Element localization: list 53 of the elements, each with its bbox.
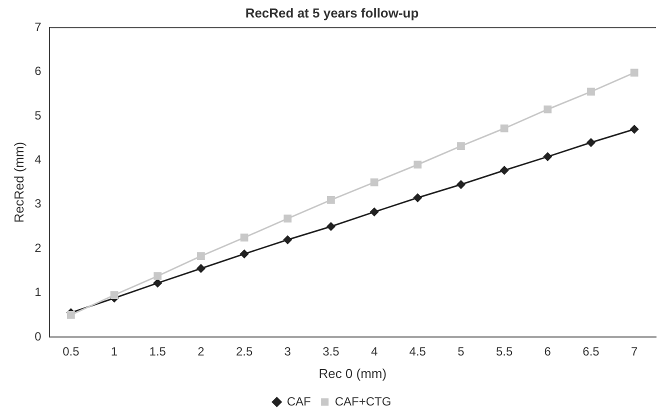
y-tick-label: 1 [34, 285, 42, 300]
point [457, 142, 465, 150]
point [543, 152, 552, 161]
point [283, 236, 292, 244]
x-tick-label: 0.5 [62, 344, 80, 359]
point [196, 264, 206, 273]
point [153, 278, 162, 288]
x-axis-title: Rec 0 (mm) [318, 366, 387, 381]
y-tick-label: 2 [34, 240, 42, 255]
x-tick-label: 5 [458, 344, 465, 359]
legend-label: CAF+CTG [334, 394, 392, 408]
x-tick-label: 1 [110, 344, 118, 359]
point [544, 105, 552, 114]
point [110, 291, 118, 299]
x-tick-label: 2 [198, 344, 205, 359]
y-tick-label: 6 [34, 64, 42, 78]
point [500, 124, 508, 132]
point [240, 234, 248, 242]
point [587, 88, 595, 96]
x-tick-label: 3 [284, 344, 292, 359]
x-tick-label: 3.5 [322, 344, 340, 359]
x-tick-label: 6.5 [582, 344, 600, 359]
x-tick-label: 4 [370, 344, 378, 359]
point [67, 310, 75, 319]
y-tick-label: 5 [34, 108, 42, 122]
legend-label: CAF [286, 394, 311, 408]
point [370, 178, 378, 186]
chart-title: RecRed at 5 years follow-up [245, 5, 419, 20]
point [630, 125, 639, 134]
point [327, 196, 335, 204]
point [414, 160, 422, 169]
x-tick-label: 2.5 [236, 344, 253, 359]
y-tick-label: 4 [34, 152, 42, 167]
point [413, 194, 422, 202]
point [370, 208, 379, 216]
point [154, 272, 162, 280]
point [500, 166, 509, 175]
x-tick-label: 1.5 [149, 344, 166, 359]
point [326, 222, 336, 231]
point [284, 214, 292, 222]
x-tick-label: 5.5 [496, 344, 513, 359]
point [586, 138, 596, 147]
x-tick-label: 4.5 [409, 344, 426, 359]
point [197, 252, 205, 260]
x-tick-label: 7 [630, 344, 638, 359]
point [456, 180, 466, 189]
x-tick-label: 6 [544, 344, 552, 359]
point [240, 250, 249, 258]
y-tick-label: 0 [34, 329, 42, 344]
y-tick-label: 3 [34, 196, 42, 211]
y-axis-title: RecRed (mm) [11, 142, 26, 223]
point [630, 68, 638, 77]
y-tick-label: 7 [34, 20, 42, 34]
